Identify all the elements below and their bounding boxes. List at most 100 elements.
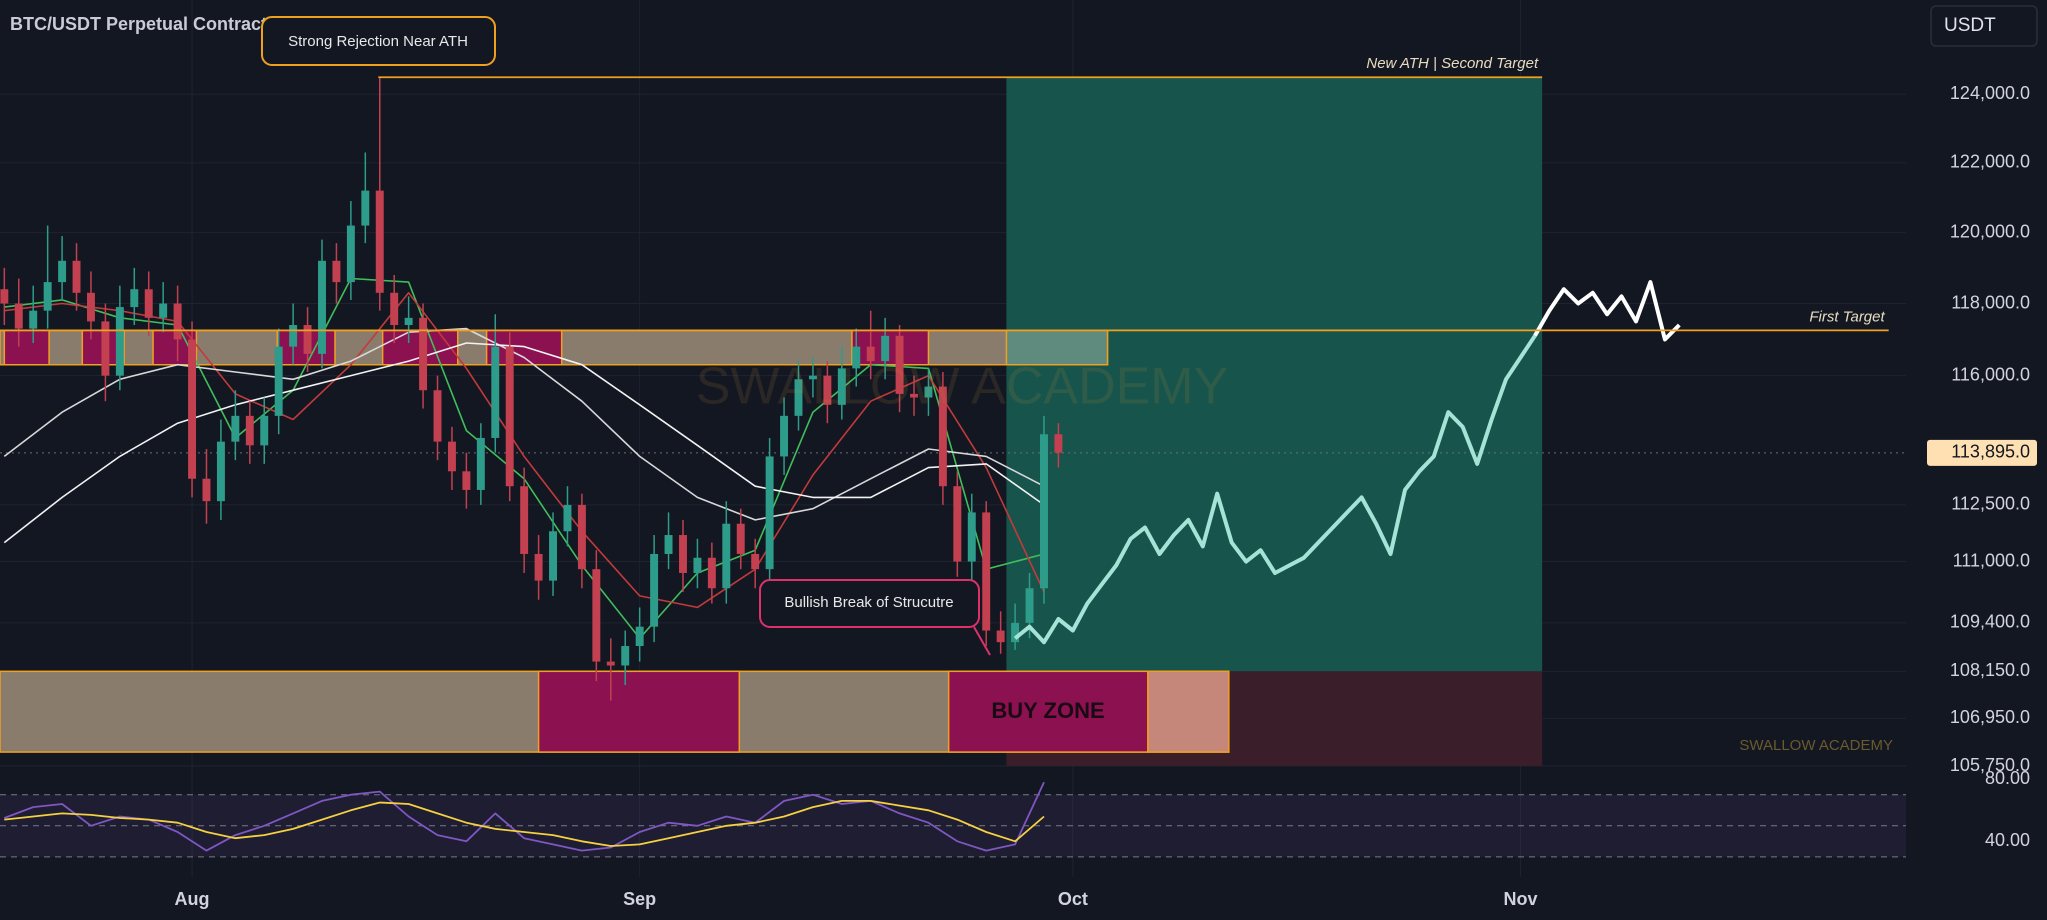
candle-body bbox=[43, 282, 52, 311]
candle-body bbox=[375, 190, 384, 293]
candle-body bbox=[462, 471, 471, 490]
y-tick-label: 108,150.0 bbox=[1950, 660, 2030, 680]
y-tick-label: 116,000.0 bbox=[1951, 364, 2030, 384]
candle-body bbox=[1011, 622, 1020, 643]
rsi-pane bbox=[0, 781, 1906, 858]
candle-body bbox=[534, 553, 543, 581]
candle-body bbox=[491, 346, 500, 438]
zone bbox=[1147, 670, 1230, 753]
candle-body bbox=[996, 630, 1005, 643]
candle-body bbox=[866, 346, 875, 362]
candle-body bbox=[794, 379, 803, 416]
currency-label[interactable]: USDT bbox=[1944, 15, 1996, 36]
candle-body bbox=[780, 415, 789, 457]
candle-body bbox=[188, 339, 197, 479]
candle-body bbox=[967, 512, 976, 562]
candle-body bbox=[0, 289, 9, 304]
candle-body bbox=[419, 317, 428, 391]
candle-body bbox=[260, 415, 269, 446]
rsi-line bbox=[4, 800, 1045, 847]
candle-body bbox=[823, 375, 832, 405]
candle-body bbox=[58, 260, 67, 283]
y-tick-label: 109,400.0 bbox=[1950, 612, 2030, 632]
projection-path bbox=[1013, 334, 1537, 645]
candle-body bbox=[664, 535, 673, 554]
zone bbox=[1005, 329, 1109, 366]
last-price-label: 113,895.0 bbox=[1951, 442, 2030, 462]
target-label: New ATH | Second Target bbox=[1366, 55, 1539, 72]
candle-body bbox=[433, 390, 442, 442]
axes: 124,000.0 122,000.0 120,000.0 118,000.0 116,… bbox=[175, 55, 2037, 909]
candle-body bbox=[520, 486, 529, 554]
plot-area bbox=[0, 76, 1906, 767]
y-tick-label: 122,000.0 bbox=[1950, 152, 2030, 172]
watermark: SWALLOW ACADEMY bbox=[696, 358, 1229, 416]
candle-body bbox=[924, 386, 933, 398]
candle-body bbox=[679, 535, 687, 573]
candle-body bbox=[707, 557, 716, 589]
candle-body bbox=[29, 310, 38, 329]
projection-path bbox=[1533, 280, 1681, 342]
y-tick-label: 124,000.0 bbox=[1950, 83, 2030, 103]
y-tick-label: 118,000.0 bbox=[1951, 292, 2030, 312]
candle-body bbox=[1054, 434, 1063, 453]
candle-body bbox=[938, 386, 947, 487]
y-tick-label: 105,750.0 bbox=[1950, 755, 2030, 775]
zone bbox=[537, 670, 741, 753]
candle-body bbox=[274, 346, 283, 416]
candle-body bbox=[318, 260, 326, 354]
annotation-box bbox=[261, 16, 496, 66]
target-label: First Target bbox=[1809, 308, 1885, 325]
candle-body bbox=[722, 523, 731, 589]
candle-body bbox=[650, 553, 659, 627]
candle-body bbox=[115, 307, 124, 376]
candle-body bbox=[765, 456, 774, 570]
x-tick-label: Oct bbox=[1058, 889, 1088, 909]
x-tick-label: Sep bbox=[623, 889, 656, 909]
candle-body bbox=[577, 504, 586, 570]
candle-body bbox=[159, 303, 168, 318]
candle-body bbox=[361, 190, 370, 226]
y-tick-label: 111,000.0 bbox=[1953, 550, 2030, 570]
candle-body bbox=[1039, 434, 1048, 589]
candle-body bbox=[837, 368, 846, 405]
candle-body bbox=[231, 415, 240, 442]
candle-body bbox=[895, 335, 904, 394]
candle-body bbox=[245, 415, 254, 446]
candle-body bbox=[303, 325, 312, 354]
currency-button[interactable] bbox=[1930, 5, 2038, 47]
candle-body bbox=[736, 523, 745, 554]
candle-body bbox=[289, 325, 298, 347]
candle-body bbox=[130, 289, 139, 308]
candle-body bbox=[910, 393, 918, 398]
candle-body bbox=[982, 512, 991, 631]
y-tick-label: 120,000.0 bbox=[1950, 221, 2030, 241]
candle-body bbox=[635, 626, 644, 647]
candle-body bbox=[476, 437, 485, 490]
y-tick-label: 112,500.0 bbox=[1951, 494, 2030, 514]
candle-body bbox=[505, 346, 514, 487]
candle-body bbox=[346, 225, 355, 283]
candle-body bbox=[216, 441, 225, 502]
y-tick-label: 106,950.0 bbox=[1950, 707, 2030, 727]
candle-body bbox=[447, 441, 456, 472]
candle-body bbox=[173, 303, 182, 340]
candle-body bbox=[390, 292, 399, 326]
candle-body bbox=[404, 317, 413, 326]
candle-body bbox=[1025, 588, 1034, 623]
candle-body bbox=[852, 346, 861, 369]
annotation-text: Bullish Break of Strucutre bbox=[784, 594, 953, 611]
candle-body bbox=[693, 557, 702, 573]
candle-body bbox=[563, 504, 572, 532]
x-tick-label: Aug bbox=[175, 889, 210, 909]
zone bbox=[851, 329, 930, 366]
rsi-tick-label: 40.00 bbox=[1985, 830, 2030, 850]
candle-body bbox=[202, 478, 211, 502]
annotation-arrow bbox=[973, 626, 991, 656]
last-price-box bbox=[1927, 439, 2037, 466]
candle-body bbox=[621, 646, 630, 666]
candle-body bbox=[144, 289, 153, 318]
buy-zone-label: BUY ZONE bbox=[991, 698, 1104, 723]
moving-average bbox=[3, 342, 1045, 544]
